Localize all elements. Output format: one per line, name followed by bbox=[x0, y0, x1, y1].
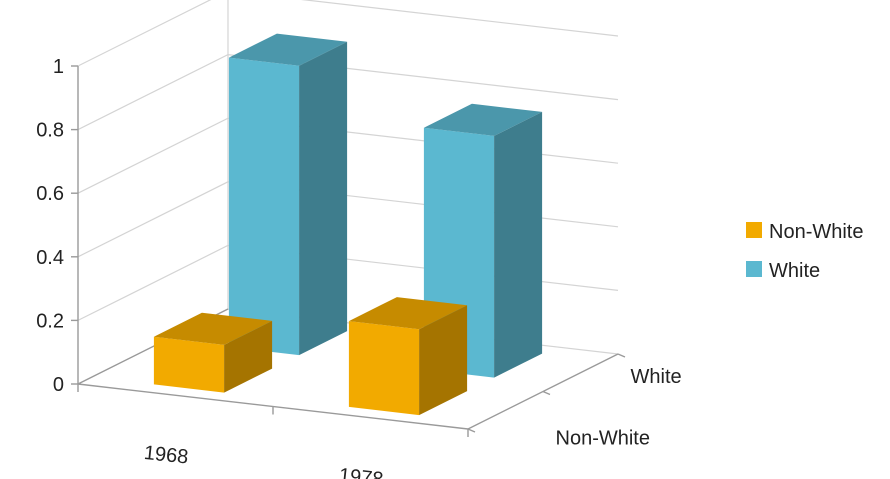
x-tick-label-1968: 1968 bbox=[143, 442, 190, 469]
axes bbox=[71, 65, 626, 437]
x-tick-label-1978: 1978 bbox=[338, 465, 385, 479]
gridline bbox=[77, 0, 619, 67]
y-tick-label: 1 bbox=[53, 56, 64, 78]
legend-label-non-white: Non-White bbox=[769, 221, 863, 243]
bar-top-face bbox=[348, 297, 468, 330]
bar-side-face bbox=[494, 111, 543, 378]
depth-tick-labels: Non-White White bbox=[556, 366, 682, 450]
bar-front-face bbox=[348, 321, 420, 416]
y-tick-labels: 0 0.2 0.4 0.6 0.8 1 bbox=[36, 56, 64, 396]
legend-swatch-white bbox=[746, 261, 762, 277]
y-tick-label: 0.8 bbox=[36, 120, 64, 142]
y-tick-label: 0.6 bbox=[36, 183, 64, 205]
depth-tick-label-white: White bbox=[631, 366, 682, 388]
bar-front-face bbox=[153, 336, 225, 393]
bar-non-white-1968 bbox=[153, 312, 273, 393]
bar-top-face bbox=[228, 33, 348, 66]
depth-tick-mark bbox=[467, 428, 476, 433]
legend-swatch-non-white bbox=[746, 222, 762, 238]
bar-side-face bbox=[299, 41, 348, 356]
bar-front-face bbox=[228, 57, 300, 356]
bar-side-face bbox=[224, 320, 273, 393]
legend: Non-White White bbox=[746, 221, 863, 282]
bar-top-face bbox=[423, 103, 543, 136]
depth-tick-mark bbox=[617, 353, 626, 358]
legend-label-white: White bbox=[769, 260, 820, 282]
bar-side-face bbox=[419, 305, 468, 416]
y-tick-label: 0.4 bbox=[36, 247, 64, 269]
depth-tick-mark bbox=[542, 390, 551, 396]
depth-tick-label-non-white: Non-White bbox=[556, 427, 650, 449]
y-tick-label: 0 bbox=[53, 374, 64, 396]
bar-top-face bbox=[153, 312, 273, 345]
bar-white-1968 bbox=[228, 33, 348, 356]
bar-non-white-1978 bbox=[348, 297, 468, 416]
x-tick-labels: 1968 1978 bbox=[143, 442, 385, 479]
y-tick-label: 0.2 bbox=[36, 310, 64, 332]
bars bbox=[153, 33, 543, 416]
